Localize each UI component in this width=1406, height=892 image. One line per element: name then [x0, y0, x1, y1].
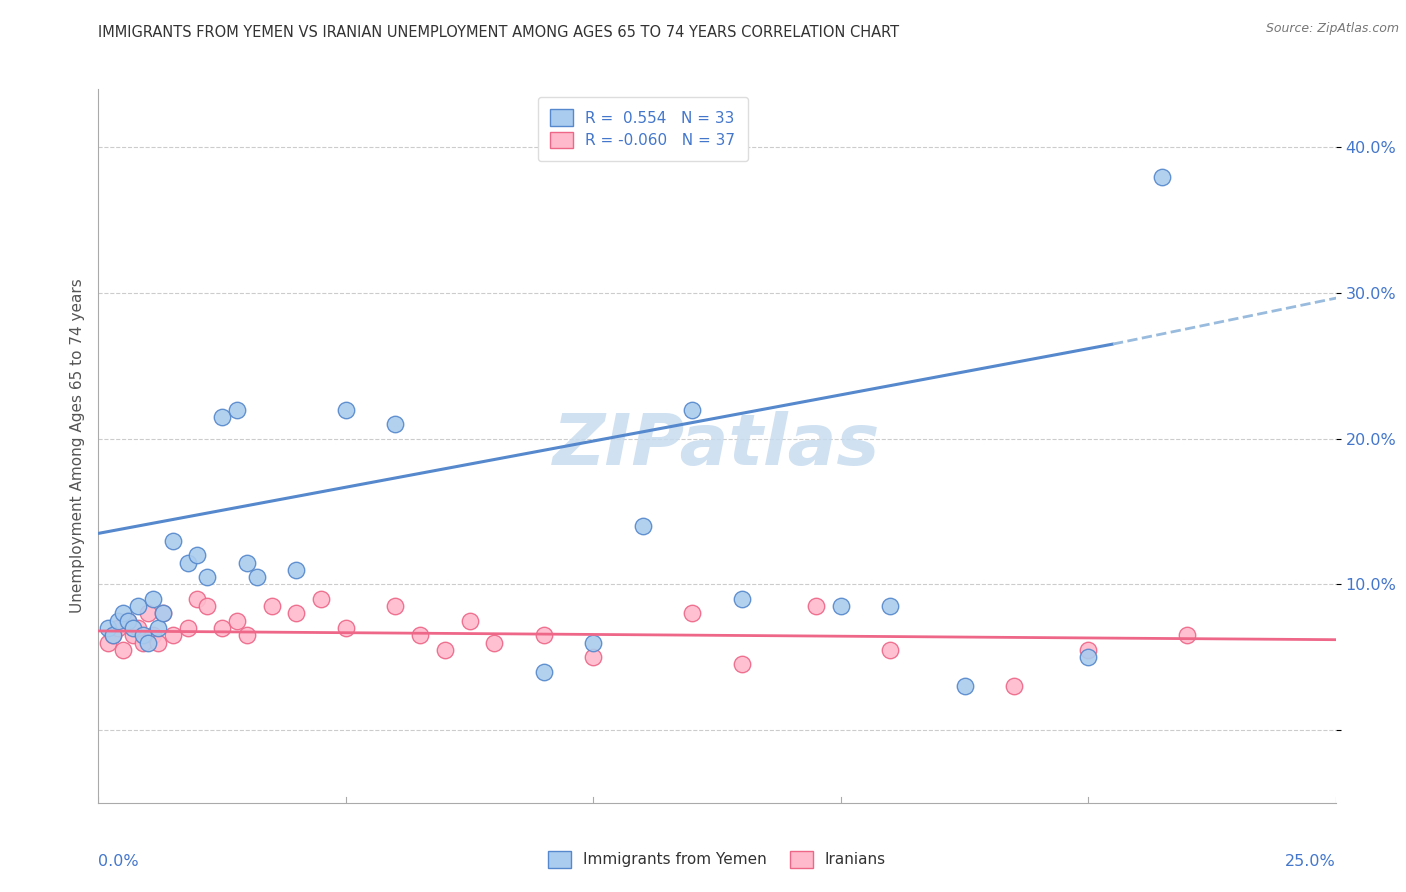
Y-axis label: Unemployment Among Ages 65 to 74 years: Unemployment Among Ages 65 to 74 years — [69, 278, 84, 614]
Point — [458, 614, 481, 628]
Point — [127, 599, 149, 614]
Point — [804, 599, 827, 614]
Point — [186, 591, 208, 606]
Point — [631, 519, 654, 533]
Point — [285, 563, 308, 577]
Point — [195, 599, 218, 614]
Point — [681, 607, 703, 621]
Point — [103, 628, 125, 642]
Text: ZIPatlas: ZIPatlas — [554, 411, 880, 481]
Point — [433, 643, 456, 657]
Point — [176, 621, 198, 635]
Point — [152, 607, 174, 621]
Point — [953, 679, 976, 693]
Point — [136, 607, 159, 621]
Point — [103, 628, 125, 642]
Point — [162, 533, 184, 548]
Point — [117, 614, 139, 628]
Point — [830, 599, 852, 614]
Point — [97, 635, 120, 649]
Point — [195, 570, 218, 584]
Point — [107, 614, 129, 628]
Point — [146, 621, 169, 635]
Point — [127, 621, 149, 635]
Point — [731, 657, 754, 672]
Point — [1175, 628, 1198, 642]
Point — [211, 621, 233, 635]
Point — [246, 570, 269, 584]
Point — [132, 635, 155, 649]
Legend: Immigrants from Yemen, Iranians: Immigrants from Yemen, Iranians — [541, 845, 893, 873]
Point — [309, 591, 332, 606]
Point — [484, 635, 506, 649]
Point — [1077, 650, 1099, 665]
Point — [260, 599, 283, 614]
Text: 0.0%: 0.0% — [98, 854, 139, 869]
Point — [533, 665, 555, 679]
Point — [335, 621, 357, 635]
Point — [335, 402, 357, 417]
Text: 25.0%: 25.0% — [1285, 854, 1336, 869]
Point — [384, 417, 406, 432]
Point — [236, 556, 259, 570]
Point — [879, 599, 901, 614]
Point — [1002, 679, 1025, 693]
Point — [112, 607, 135, 621]
Point — [236, 628, 259, 642]
Point — [731, 591, 754, 606]
Point — [176, 556, 198, 570]
Point — [97, 621, 120, 635]
Point — [142, 591, 165, 606]
Text: IMMIGRANTS FROM YEMEN VS IRANIAN UNEMPLOYMENT AMONG AGES 65 TO 74 YEARS CORRELAT: IMMIGRANTS FROM YEMEN VS IRANIAN UNEMPLO… — [98, 25, 900, 40]
Point — [285, 607, 308, 621]
Point — [146, 635, 169, 649]
Text: Source: ZipAtlas.com: Source: ZipAtlas.com — [1265, 22, 1399, 36]
Point — [142, 628, 165, 642]
Point — [186, 548, 208, 562]
Point — [879, 643, 901, 657]
Point — [107, 621, 129, 635]
Point — [582, 635, 605, 649]
Point — [409, 628, 432, 642]
Point — [226, 614, 249, 628]
Point — [132, 628, 155, 642]
Point — [582, 650, 605, 665]
Point — [112, 643, 135, 657]
Point — [226, 402, 249, 417]
Point — [162, 628, 184, 642]
Point — [1077, 643, 1099, 657]
Point — [122, 621, 145, 635]
Point — [533, 628, 555, 642]
Point — [122, 628, 145, 642]
Point — [117, 614, 139, 628]
Point — [136, 635, 159, 649]
Point — [152, 607, 174, 621]
Point — [384, 599, 406, 614]
Point — [211, 409, 233, 424]
Point — [681, 402, 703, 417]
Point — [1152, 169, 1174, 184]
